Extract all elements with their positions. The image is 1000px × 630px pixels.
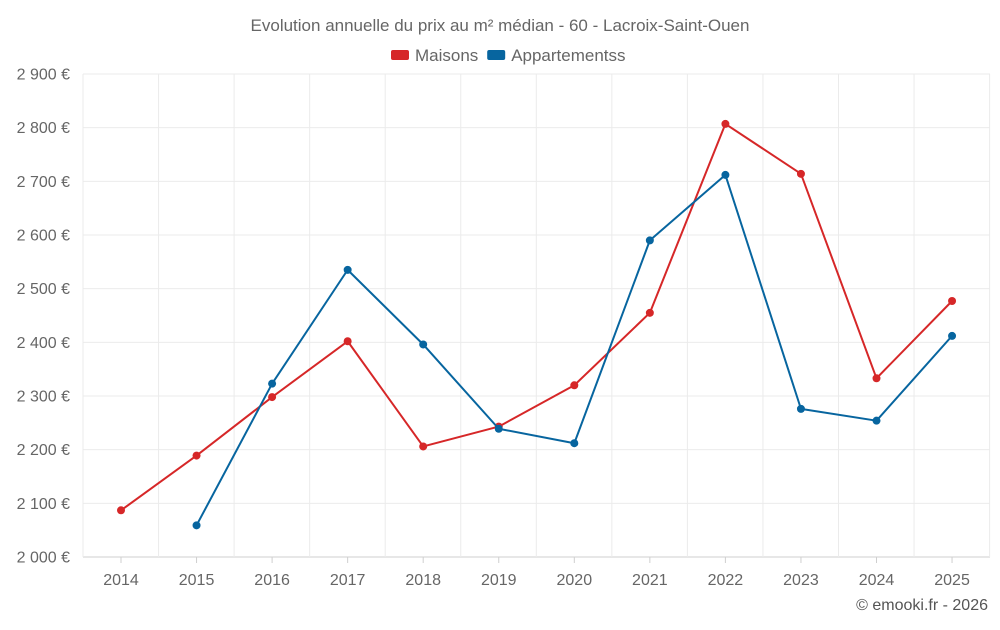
x-tick-label: 2022 [708, 572, 744, 589]
y-tick-label: 2 300 € [17, 389, 70, 406]
y-tick-label: 2 900 € [17, 67, 70, 84]
data-point-maisons [872, 374, 881, 383]
x-tick-label: 2014 [103, 572, 139, 589]
data-point-appartementss [721, 170, 730, 179]
legend-swatch-maisons [391, 50, 409, 60]
legend: Maisons Appartementss [391, 46, 626, 65]
y-tick-label: 2 200 € [17, 442, 70, 459]
data-point-maisons [419, 442, 428, 451]
data-point-maisons [117, 506, 125, 515]
y-tick-label: 2 700 € [17, 174, 70, 191]
y-tick-label: 2 500 € [17, 281, 70, 298]
credit-text: © emooki.fr - 2026 [856, 597, 988, 614]
x-tick-label: 2025 [934, 572, 970, 589]
legend-label-maisons: Maisons [415, 46, 478, 65]
data-point-appartementss [268, 379, 277, 388]
data-point-appartementss [872, 416, 881, 425]
data-point-appartementss [645, 236, 654, 245]
x-tick-label: 2015 [179, 572, 215, 589]
x-tick-label: 2023 [783, 572, 819, 589]
data-point-maisons [268, 393, 277, 402]
data-point-appartementss [796, 404, 805, 413]
data-point-appartementss [419, 340, 428, 349]
data-point-appartementss [570, 439, 579, 448]
x-tick-label: 2019 [481, 572, 517, 589]
data-point-appartementss [494, 424, 503, 433]
grid [82, 73, 991, 558]
series-layer [117, 119, 957, 530]
axes: 2 000 € 2 100 € 2 200 € 2 300 € 2 400 € 2 500… [17, 67, 970, 590]
x-tick-label: 2024 [859, 572, 895, 589]
data-point-maisons [343, 337, 352, 346]
y-tick-label: 2 100 € [17, 496, 70, 513]
legend-swatch-appartementss [487, 50, 506, 60]
data-point-maisons [192, 451, 201, 460]
data-point-appartementss [192, 521, 201, 530]
data-point-maisons [948, 297, 957, 306]
y-tick-label: 2 800 € [17, 120, 70, 137]
legend-label-appartementss: Appartementss [511, 46, 625, 65]
data-point-appartementss [948, 331, 957, 340]
data-point-maisons [796, 169, 805, 178]
y-tick-label: 2 000 € [17, 550, 70, 567]
x-tick-label: 2016 [254, 572, 290, 589]
x-tick-label: 2021 [632, 572, 668, 589]
chart-title: Evolution annuelle du prix au m² médian … [251, 16, 750, 35]
data-point-maisons [721, 119, 730, 128]
y-tick-label: 2 400 € [17, 335, 70, 352]
x-tick-label: 2020 [557, 572, 593, 589]
y-tick-label: 2 600 € [17, 228, 70, 245]
data-point-appartementss [343, 265, 352, 274]
x-tick-label: 2018 [405, 572, 441, 589]
data-point-maisons [645, 308, 654, 317]
x-tick-label: 2017 [330, 572, 366, 589]
data-point-maisons [570, 381, 579, 390]
